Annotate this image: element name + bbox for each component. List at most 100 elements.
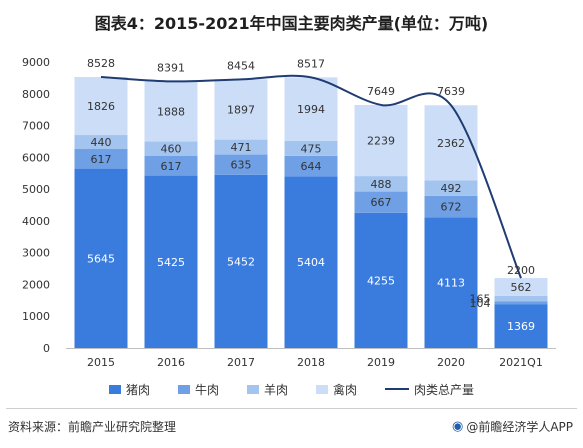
bar-segment [74,149,128,169]
line-value-label: 7639 [437,85,465,98]
legend-swatch [316,384,328,394]
y-tick-label: 3000 [22,247,50,260]
x-tick-label: 2016 [157,356,185,369]
bar-value-label: 672 [441,201,462,214]
x-tick-label: 2018 [297,356,325,369]
bar-segment [424,105,478,181]
bar-value-label: 5404 [297,256,325,269]
x-tick-label: 2017 [227,356,255,369]
bar-value-label: 475 [301,142,322,155]
bar-segment [494,295,548,302]
stacked-bar-line-chart: 0 1000 2000 3000 4000 5000 6000 7000 8000 9000 56… [22,56,556,369]
bar-segment [494,278,548,296]
line-labels: 8528 8391 8454 8517 7649 7639 2200 [87,57,535,277]
bar-segment [284,140,338,156]
x-tick-label: 2019 [367,356,395,369]
bar-value-label: 617 [91,153,112,166]
bar-value-label: 1888 [157,105,185,118]
bar-value-label: 460 [161,143,182,156]
line-value-label: 8454 [227,59,255,72]
bars [74,76,548,348]
bar-value-label: 440 [91,136,112,149]
y-tick-label: 6000 [22,151,50,164]
bar-value-label: 5645 [87,252,115,265]
bar-segment [214,154,268,175]
bar-segment [354,212,408,348]
x-tick-label: 2021Q1 [499,356,543,369]
bar-value-label: 635 [231,159,252,172]
legend-label: 肉类总产量 [414,382,475,397]
y-tick-label: 7000 [22,120,50,133]
bar-segment [284,155,338,177]
bar-value-label: 471 [231,141,252,154]
y-tick-label: 9000 [22,56,50,69]
bar-segment [354,176,408,192]
bar-value-label: 644 [301,160,322,173]
legend-item: 牛肉 [177,381,219,398]
y-axis: 0 1000 2000 3000 4000 5000 6000 7000 8000 9000 [22,56,50,355]
bar-segment [144,141,198,156]
footer-divider [6,408,577,409]
bar-segment [214,139,268,155]
legend: 猪肉 牛肉 羊肉 禽肉 肉类总产量 [0,381,583,397]
legend-label: 禽肉 [333,382,358,397]
bar-segment [74,76,128,136]
legend-label: 猪肉 [125,382,150,397]
source-note: 资料来源：前瞻产业研究院整理 [8,420,177,434]
bar-value-label: 667 [371,196,392,209]
bar-segment [494,304,548,348]
y-tick-label: 8000 [22,88,50,101]
x-axis: 2015 2016 2017 2018 2019 2020 2021Q1 [66,348,556,369]
legend-swatch [246,384,259,394]
bar-value-label: 1369 [507,320,535,333]
bar-value-label: 5452 [227,255,255,268]
bar-labels: 5645 617 440 1826 5425 617 460 1888 5452 635 471 18… [87,100,535,333]
line-value-label: 7649 [367,85,395,98]
y-tick-label: 2000 [22,278,50,291]
bar-value-label: 4113 [437,277,465,290]
bar-segment [74,168,128,348]
legend-item: 肉类总产量 [385,381,474,398]
y-tick-label: 0 [43,342,50,355]
bar-segment [494,301,548,305]
bar-value-label: 104 [470,297,491,310]
legend-swatch [108,384,121,394]
bar-value-label: 1897 [227,103,255,116]
bar-segment [144,81,198,142]
bar-segment [354,191,408,213]
y-tick-label: 1000 [22,310,50,323]
brand-logo-icon: ◉ [451,419,464,434]
legend-item: 羊肉 [246,381,288,398]
bar-segment [424,195,478,218]
legend-swatch [385,388,410,390]
bar-value-label: 562 [511,281,532,294]
bar-value-label: 2362 [437,137,465,150]
bar-value-label: 4255 [367,274,395,287]
bar-segment [424,180,478,196]
bar-value-label: 492 [441,182,462,195]
bar-value-label: 5425 [157,256,185,269]
bar-segment [214,79,268,140]
x-tick-label: 2015 [87,356,115,369]
bar-segment [214,174,268,348]
bar-value-label: 488 [371,178,392,191]
y-tick-label: 5000 [22,183,50,196]
legend-label: 牛肉 [194,382,219,397]
x-tick-label: 2020 [437,356,465,369]
line-value-label: 2200 [507,264,535,277]
bar-segment [284,176,338,348]
total-line [100,74,522,279]
bar-value-label: 1994 [297,103,325,116]
y-tick-label: 4000 [22,215,50,228]
bar-segment [74,135,128,150]
bar-segment [144,175,198,348]
bar-segment [354,104,408,177]
bar-segment [284,77,338,141]
line-value-label: 8517 [297,57,325,70]
bar-value-label: 1826 [87,100,115,113]
bar-value-label: 165 [470,293,491,306]
line-value-label: 8391 [157,61,185,74]
legend-swatch [177,384,190,394]
legend-label: 羊肉 [263,382,288,397]
legend-item: 猪肉 [108,381,150,398]
